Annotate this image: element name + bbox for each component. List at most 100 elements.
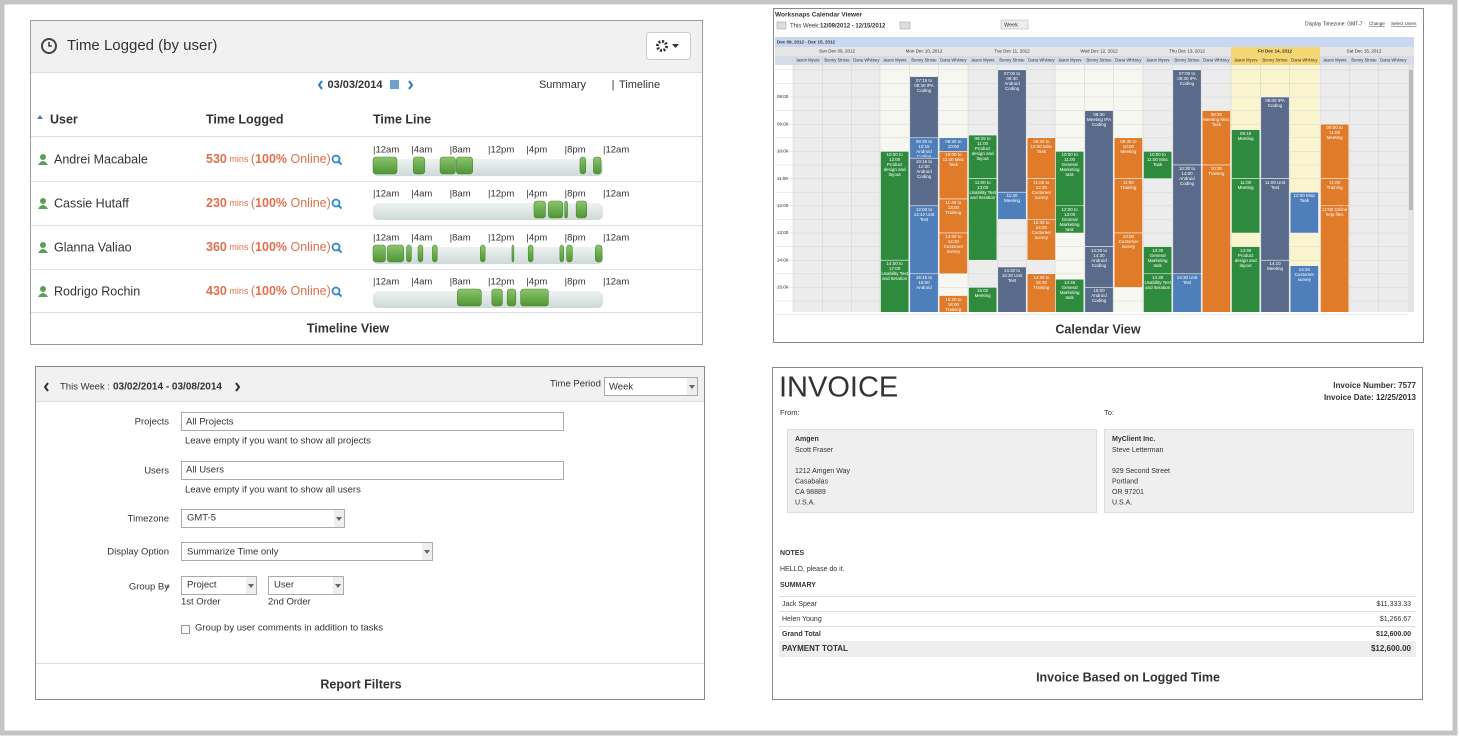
event-block[interactable]: [1055, 205, 1085, 234]
event-label-box: 13:30 General Marketing task: [1148, 248, 1168, 268]
event-block[interactable]: [1260, 96, 1290, 179]
settings-button[interactable]: [646, 32, 691, 60]
select-caption: 1st Order: [181, 597, 221, 608]
event-label: 11:00 Meeting: [1237, 179, 1254, 190]
user-label: Benny Strose: [1262, 58, 1288, 63]
event-block[interactable]: [1172, 69, 1202, 166]
event-label: 15:15 to 16:00 Android: [915, 274, 933, 290]
event-block[interactable]: [909, 205, 939, 275]
users-input[interactable]: [181, 461, 564, 480]
event-label-box: 11:00 to 12:30 Customer survey: [1032, 180, 1052, 200]
second-order-select[interactable]: [268, 576, 344, 595]
event-label: 14:20 Customer survey: [1294, 266, 1315, 282]
period-select[interactable]: [1000, 19, 1029, 30]
timeline-header: [31, 21, 702, 72]
event-block[interactable]: [909, 76, 939, 139]
event-block[interactable]: [1026, 273, 1056, 315]
event-label-box: 14:10 Meeting: [1267, 261, 1283, 271]
next-day[interactable]: [408, 80, 414, 90]
activity-segment: [566, 244, 573, 263]
event-block[interactable]: [1113, 178, 1143, 234]
from-label: From:: [780, 408, 800, 417]
user-icon: [40, 286, 46, 292]
event-label-box: 11:00 Unit Test: [1265, 180, 1285, 190]
event-block[interactable]: [1320, 205, 1350, 315]
prev-day[interactable]: [317, 80, 323, 90]
event-label: 07:15 to 08:30 IPA Coding: [914, 77, 934, 93]
projects-input[interactable]: [181, 412, 564, 431]
time-part: 530: [206, 152, 227, 166]
event-block[interactable]: [968, 287, 998, 314]
search-icon[interactable]: [331, 286, 341, 296]
event-block[interactable]: [1026, 178, 1056, 220]
next-week[interactable]: [235, 382, 241, 392]
user-icon: [40, 242, 46, 248]
event-block[interactable]: [1055, 278, 1085, 314]
event-block[interactable]: [1143, 151, 1173, 179]
event-label: 11:00 Training: [1326, 179, 1343, 190]
event-block[interactable]: [968, 178, 998, 261]
display-select[interactable]: [181, 542, 433, 561]
time-part: Online): [287, 152, 331, 166]
calendar-icon[interactable]: [390, 80, 399, 89]
search-icon[interactable]: [331, 154, 341, 164]
event-block[interactable]: [909, 273, 939, 315]
prev-week[interactable]: [776, 21, 787, 30]
event-block[interactable]: [1026, 137, 1056, 179]
event-block[interactable]: [1143, 273, 1173, 315]
day-column: [793, 65, 881, 312]
activity-segment: [417, 244, 424, 263]
event-block[interactable]: [1289, 265, 1319, 315]
event-block[interactable]: [997, 191, 1027, 220]
checkbox-label: Group by user comments in addition to ta…: [195, 623, 383, 634]
event-label: 11:30 Meeting: [1003, 193, 1020, 204]
scroll-thumb[interactable]: [1409, 70, 1413, 210]
event-block[interactable]: [938, 198, 968, 234]
user-label: Benny Strose: [1351, 58, 1377, 63]
event-block[interactable]: [1026, 219, 1056, 261]
search-icon[interactable]: [331, 242, 341, 252]
event-block[interactable]: [997, 266, 1027, 315]
event-block[interactable]: [1084, 287, 1114, 314]
timezone-select[interactable]: [181, 509, 345, 528]
event-block[interactable]: [968, 134, 998, 179]
event-block[interactable]: [1113, 137, 1143, 179]
period-label: Time Period: [550, 379, 601, 390]
party-contact: Scott Fraser: [795, 447, 834, 454]
event-block[interactable]: [938, 295, 968, 315]
activity-segment: [456, 156, 473, 175]
event-block[interactable]: [1084, 110, 1114, 247]
event-block[interactable]: [1084, 246, 1114, 288]
event-block[interactable]: [938, 232, 968, 275]
event-block[interactable]: [1231, 246, 1261, 315]
event-block[interactable]: [1201, 110, 1231, 166]
event-block[interactable]: [1289, 191, 1319, 234]
date: 03/03/2014: [327, 79, 383, 91]
checkbox[interactable]: [181, 625, 190, 634]
event-block[interactable]: [1113, 232, 1143, 288]
first-order-select[interactable]: [181, 576, 257, 595]
activity-segment: [387, 244, 404, 263]
event-block[interactable]: [1260, 259, 1290, 314]
event-block[interactable]: [1172, 273, 1202, 315]
event-label-box: 10:15 to 12:00 Android Coding: [916, 159, 932, 179]
event-block[interactable]: [1231, 178, 1261, 234]
event-block[interactable]: [1320, 178, 1350, 207]
period-select[interactable]: [604, 377, 698, 396]
event-block[interactable]: [909, 157, 939, 207]
event-block[interactable]: [1201, 164, 1231, 315]
select-arrow: [424, 550, 430, 554]
event-block[interactable]: [938, 151, 968, 200]
event-block[interactable]: [1143, 246, 1173, 275]
event-block[interactable]: [1231, 129, 1261, 179]
summary-amount: $12,600.00: [1376, 631, 1411, 638]
event-block[interactable]: [1055, 151, 1085, 207]
event-block[interactable]: [880, 259, 910, 314]
next-week[interactable]: [899, 21, 911, 30]
event-block[interactable]: [1172, 164, 1202, 275]
event-label: 15:00 Meeting: [974, 288, 991, 299]
search-icon[interactable]: [331, 198, 341, 208]
address-line: Portland: [1112, 478, 1138, 485]
event-block[interactable]: [1260, 178, 1290, 261]
prev-week[interactable]: [43, 382, 49, 392]
